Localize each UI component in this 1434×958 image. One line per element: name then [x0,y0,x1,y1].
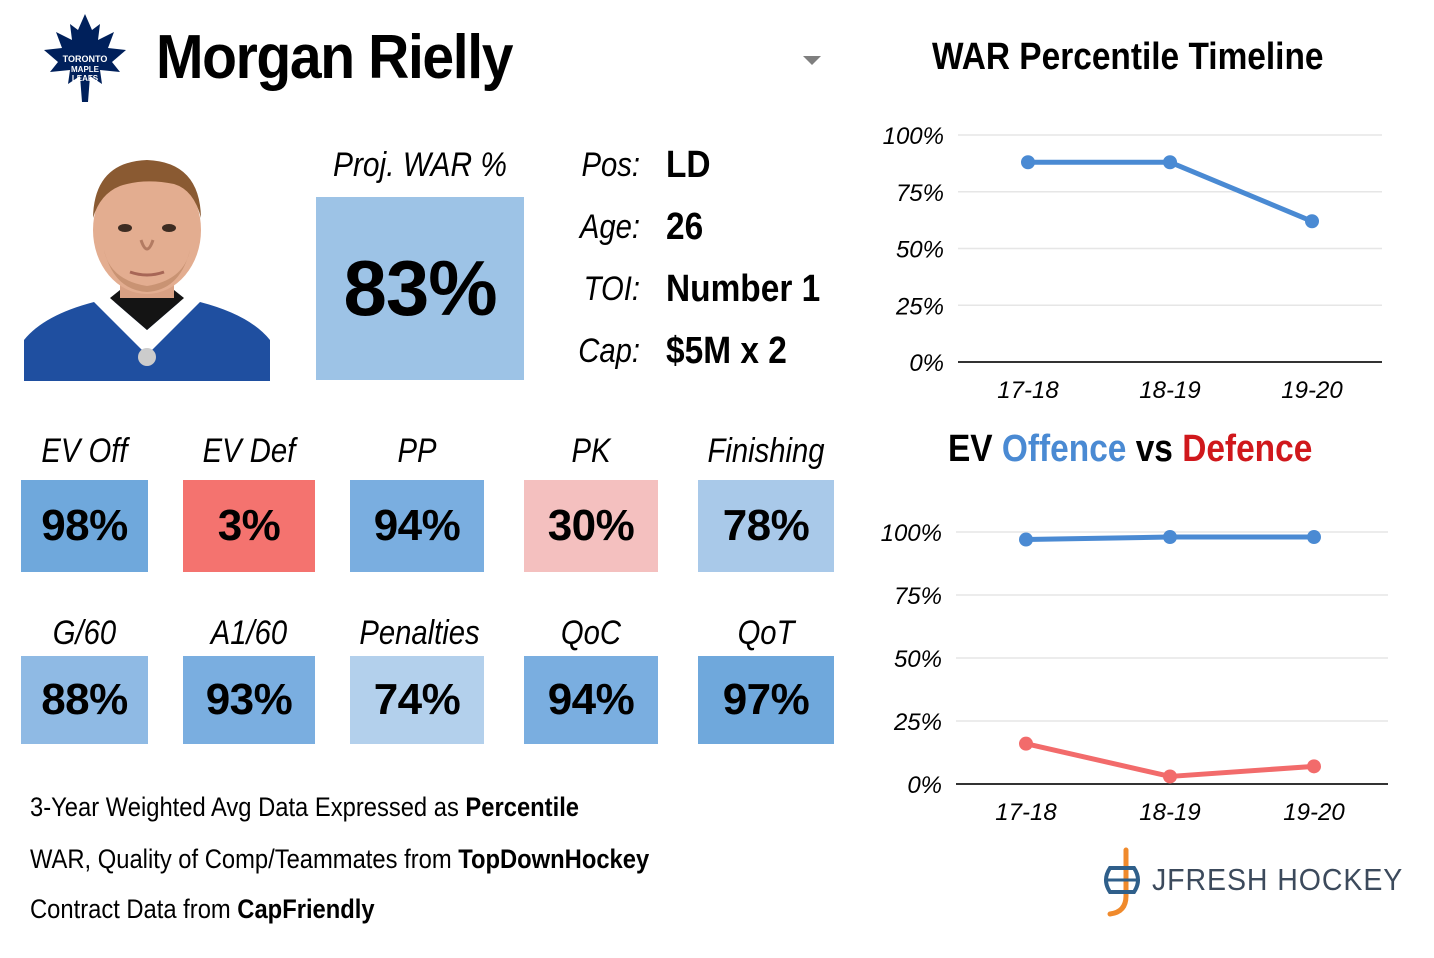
title-part-vs: vs [1126,428,1183,470]
evod-chart-data-point [1019,736,1033,751]
maple-leafs-logo: TORONTO MAPLE LEAFS [44,14,126,102]
stat-value-qoc: 94% [524,656,658,744]
info-label-position: Pos: [581,146,640,184]
evod-chart-ytick-label: 50% [894,646,942,673]
logo-text-toronto: TORONTO [63,54,108,64]
player-name: Morgan Rielly [156,23,513,92]
war-chart-ytick-label: 0% [909,350,944,377]
title-part-defence: Defence [1182,428,1313,470]
war-chart-ytick-label: 25% [895,293,944,320]
stat-value-finishing: 78% [698,480,834,572]
war-chart-ytick-label: 75% [896,180,944,207]
stat-value-pk: 30% [524,480,658,572]
war-chart-data-point [1305,214,1319,229]
evod-chart-data-point [1163,530,1177,545]
evod-chart-ytick-label: 25% [893,709,942,736]
war-chart-data-point [1021,155,1035,170]
stat-label-ev-def: EV Def [202,432,296,470]
info-value-position: LD [666,144,711,186]
stat-label-finishing: Finishing [707,432,825,470]
ev-off-def-chart: 0% 25% 50% 75% 100% 17-18 18-19 19-20 [881,520,1388,826]
evod-chart-ytick-label: 100% [881,520,942,547]
stat-label-pp: PP [397,432,437,470]
info-value-cap: $5M x 2 [666,330,787,372]
stat-label-qoc: QoC [560,614,622,652]
evod-chart-data-point [1307,759,1321,774]
war-chart-ytick-label: 100% [883,123,944,150]
war-timeline-chart: 0% 25% 50% 75% 100% 17-18 18-19 19-20 [883,123,1382,404]
evod-chart-data-point [1019,532,1033,547]
evod-chart-xtick-label: 17-18 [995,799,1057,826]
stat-value-g60: 88% [21,656,148,744]
player-dropdown-arrow-icon[interactable] [803,56,821,65]
stat-value-a160: 93% [183,656,315,744]
war-timeline-title: WAR Percentile Timeline [932,36,1324,78]
info-label-age: Age: [579,208,640,246]
proj-war-value: 83% [316,197,524,380]
info-label-cap: Cap: [578,332,640,370]
stat-label-g60: G/60 [52,614,117,652]
jfresh-logo-icon [1104,847,1140,917]
stat-value-qot: 97% [698,656,834,744]
war-chart-data-point [1163,155,1177,170]
evod-chart-data-point [1163,769,1177,784]
logo-text-leafs: LEAFS [72,74,99,83]
stat-value-pp: 94% [350,480,484,572]
war-chart-ytick-label: 50% [896,237,944,264]
footnote-contract-source: Contract Data from CapFriendly [30,894,375,924]
info-value-age: 26 [666,206,704,248]
title-part-ev: EV [948,428,1002,470]
logo-text-maple: MAPLE [71,65,100,74]
stat-label-a160: A1/60 [210,614,288,652]
footnote-percentile: 3-Year Weighted Avg Data Expressed as Pe… [30,792,580,822]
info-value-toi: Number 1 [666,268,821,310]
brand-name: JFRESH HOCKEY [1152,862,1404,897]
evod-chart-xtick-label: 18-19 [1139,799,1200,826]
stat-value-penalties: 74% [350,656,484,744]
evod-chart-xtick-label: 19-20 [1283,799,1345,826]
evod-chart-data-point [1307,530,1321,545]
war-chart-xtick-label: 18-19 [1139,377,1200,404]
stat-label-pk: PK [571,432,611,470]
player-photo [24,140,270,381]
ev-off-def-title: EV Offence vs Defence [948,428,1312,471]
footnote-war-source: WAR, Quality of Comp/Teammates from TopD… [30,844,650,874]
evod-chart-ytick-label: 0% [907,772,942,799]
info-label-toi: TOI: [583,270,640,308]
war-chart-xtick-label: 19-20 [1281,377,1343,404]
stat-value-ev-def: 3% [183,480,315,572]
war-chart-xtick-label: 17-18 [997,377,1059,404]
title-part-offence: Offence [1001,428,1127,470]
proj-war-label: Proj. WAR % [332,146,508,184]
stat-label-qot: QoT [737,614,795,652]
stat-label-ev-off: EV Off [41,432,128,470]
stat-value-ev-off: 98% [21,480,148,572]
stat-label-penalties: Penalties [359,614,480,652]
evod-chart-ytick-label: 75% [894,583,942,610]
